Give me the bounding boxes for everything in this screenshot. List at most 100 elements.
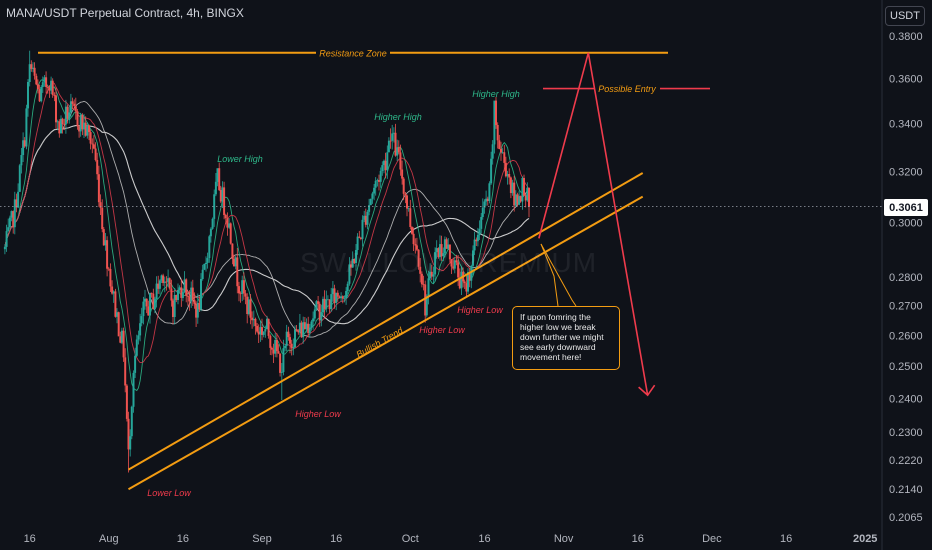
candle [38,84,41,102]
y-tick-label: 0.2300 [889,427,923,439]
candle-body [147,306,150,316]
candle [211,217,214,230]
candle-body [277,351,280,354]
candle [234,255,237,270]
candle-body [142,301,145,317]
candle [310,319,313,331]
candle [213,189,216,227]
candle-body [275,340,278,352]
candle-body [12,211,15,228]
candle [498,134,501,150]
candle [64,99,67,134]
currency-button[interactable]: USDT [885,6,925,26]
candle-body [244,293,247,297]
candle [252,310,255,327]
candle-body [50,80,53,91]
candle-body [374,180,377,188]
candle-body [259,327,262,335]
candle-body [516,194,519,205]
candle [32,62,34,73]
candle-body [35,75,38,85]
candle [102,227,105,246]
candle [153,296,156,314]
candle [170,279,173,307]
candle [511,179,514,196]
candle [96,152,99,180]
candle [89,129,92,150]
candle-body [514,194,517,206]
candle [399,144,402,176]
candle [279,353,282,377]
candle [60,115,62,134]
candle-body [81,115,84,130]
candle-body [348,264,351,284]
candle-body [209,228,212,237]
candle [272,343,275,363]
candle [396,139,399,161]
candle-body [430,271,433,277]
candle-body [511,182,514,194]
candle-body [117,312,120,337]
candle [127,411,130,473]
candle-body [157,283,160,289]
candle-body [411,227,413,234]
candle [435,240,438,259]
candle-body [509,177,512,193]
candle-body [335,292,338,303]
candle [475,237,478,246]
candle-body [350,264,352,268]
candle [196,293,199,324]
candle-body [384,160,387,171]
candle [224,213,227,225]
candle-body [473,239,476,251]
candle-body [200,279,202,310]
candle-body [266,318,268,330]
candle-body [162,275,165,283]
candle-body [270,347,273,350]
candle [134,347,137,378]
candle [503,144,506,172]
candle [442,247,445,262]
candle [17,183,20,209]
candle [270,346,273,356]
candle-body [295,329,298,331]
higher-high-label-2: Higher High [472,89,520,99]
candle [453,256,456,274]
candle [10,210,13,222]
candle [290,339,293,356]
candle [35,73,38,86]
candle [152,288,155,310]
candle [30,60,33,72]
candle [308,324,311,338]
candle-body [338,296,341,299]
note-connector-2 [540,243,577,307]
candle [264,325,267,338]
candle [191,279,194,306]
candle-body [404,193,407,196]
candle [374,177,377,196]
candle [322,296,324,317]
candle [343,295,346,303]
candle-body [226,218,229,228]
candle-body [401,169,404,179]
candle-body [442,253,445,257]
candle [104,233,107,251]
candle-body [129,436,132,450]
candle [363,210,366,223]
candle [318,301,321,327]
candle [391,124,394,150]
candle [122,327,125,362]
candle [338,295,341,299]
candle-body [224,214,227,219]
candle [107,266,110,272]
candle [417,249,420,270]
candle [125,384,128,422]
candle-body [391,133,394,141]
candle [155,276,158,308]
candle-body [500,149,502,153]
candle [236,248,239,294]
candle-body [491,144,494,159]
candle-body [463,281,466,284]
candle [36,79,39,94]
